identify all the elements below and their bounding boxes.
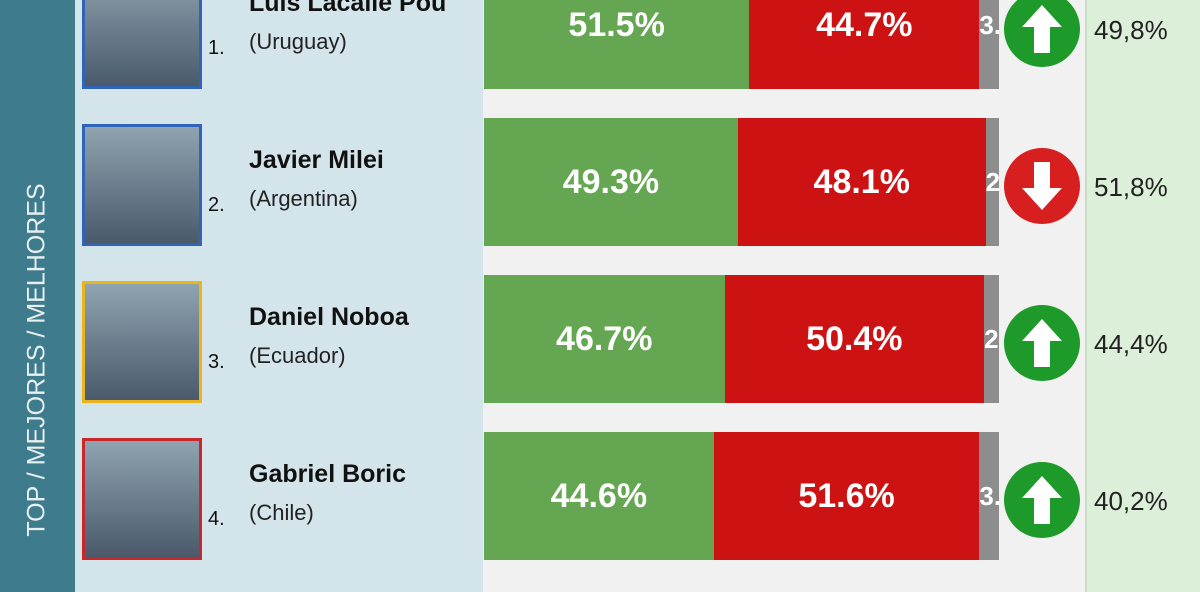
approve-bar: 44.6% [484, 432, 714, 560]
previous-value: 40,2% [1094, 486, 1168, 516]
unknown-bar-label: 2.6 [985, 166, 999, 197]
leader-name: Daniel Noboa [249, 303, 409, 331]
disapprove-bar-label: 51.6% [798, 476, 895, 515]
unknown-bar-label: 2.9 [984, 323, 999, 354]
disapprove-bar: 44.7% [749, 0, 980, 89]
side-label: TOP / MEJORES / MELHORES [22, 183, 51, 537]
leader-name: Javier Milei [249, 146, 384, 174]
photo [82, 438, 202, 560]
trend-arrow [1004, 0, 1080, 67]
approve-bar-label: 51.5% [568, 5, 665, 44]
arrow-icon [1022, 319, 1062, 367]
approve-bar-label: 44.6% [550, 476, 648, 515]
leader-name: Gabriel Boric [249, 460, 406, 488]
unknown-bar: 2.9 [984, 275, 999, 403]
trend-arrow [1004, 462, 1080, 538]
disapprove-bar-label: 44.7% [816, 5, 913, 44]
leader-name: Luis Lacalle Pou [249, 0, 447, 17]
arrow-icon [1022, 476, 1062, 524]
unknown-bar-label: 3.8 [979, 480, 999, 511]
disapprove-bar-label: 50.4% [806, 319, 903, 358]
approve-bar: 49.3% [484, 118, 738, 246]
disapprove-bar: 51.6% [713, 432, 980, 560]
previous-value: 51,8% [1094, 172, 1168, 202]
country: (Ecuador) [249, 343, 346, 368]
country: (Chile) [249, 500, 314, 525]
trend-arrow [1004, 148, 1080, 224]
disapprove-bar: 50.4% [724, 275, 985, 403]
country: (Argentina) [249, 186, 358, 211]
unknown-bar: 3.8 [979, 0, 999, 89]
approve-bar-label: 46.7% [556, 319, 653, 358]
approve-bar: 51.5% [484, 0, 750, 89]
previous-value: 44,4% [1094, 329, 1168, 359]
disapprove-bar-label: 48.1% [813, 162, 910, 201]
trend-arrow [1004, 305, 1080, 381]
arrow-icon [1022, 162, 1062, 210]
unknown-bar: 2.6 [985, 118, 999, 246]
country: (Uruguay) [249, 29, 347, 54]
unknown-bar: 3.8 [979, 432, 999, 560]
previous-value: 49,8% [1094, 15, 1168, 45]
approve-bar-label: 49.3% [562, 162, 660, 201]
rank: 1. [208, 37, 225, 59]
arrow-icon [1022, 5, 1062, 53]
previous-column [1085, 0, 1200, 592]
rank: 4. [208, 508, 225, 530]
rank: 2. [208, 194, 225, 216]
photo [82, 281, 202, 403]
photo [82, 124, 202, 246]
rank: 3. [208, 351, 225, 373]
disapprove-bar: 48.1% [737, 118, 986, 246]
side-strip [0, 0, 75, 592]
approve-bar: 46.7% [484, 275, 725, 403]
unknown-bar-label: 3.8 [979, 9, 999, 40]
photo [82, 0, 202, 89]
